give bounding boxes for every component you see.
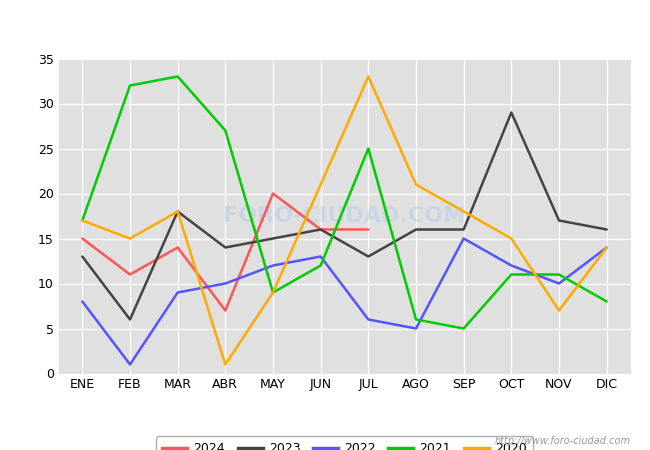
Legend: 2024, 2023, 2022, 2021, 2020: 2024, 2023, 2022, 2021, 2020 — [156, 436, 533, 450]
Text: http://www.foro-ciudad.com: http://www.foro-ciudad.com — [495, 436, 630, 446]
Text: Matriculaciones de Vehiculos en Ortuella: Matriculaciones de Vehiculos en Ortuella — [141, 16, 509, 34]
Text: FORO-CIUDAD.COM: FORO-CIUDAD.COM — [224, 206, 465, 226]
